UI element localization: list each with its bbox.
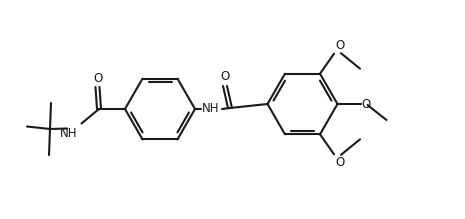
Text: O: O <box>361 97 371 111</box>
Text: NH: NH <box>201 102 219 115</box>
Text: O: O <box>335 39 344 52</box>
Text: O: O <box>220 71 230 83</box>
Text: NH: NH <box>60 127 78 140</box>
Text: O: O <box>93 71 102 85</box>
Text: O: O <box>335 156 344 169</box>
